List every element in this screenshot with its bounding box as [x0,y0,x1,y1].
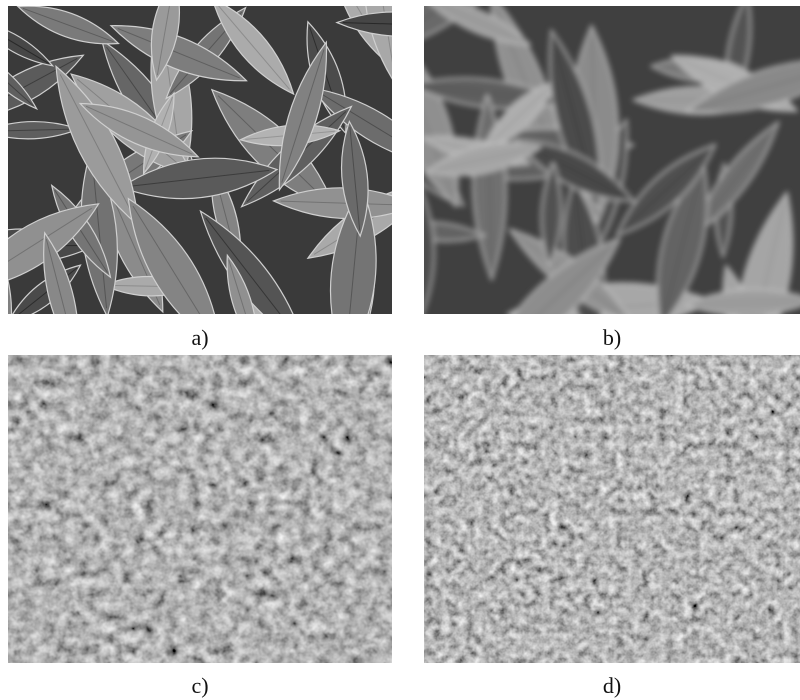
caption: d) [603,673,621,698]
leaf-vein [0,246,6,343]
caption: a) [191,325,208,350]
panel-b-image [358,0,800,388]
caption: c) [191,673,208,698]
caption: b) [603,325,621,350]
panel-d-image [424,355,800,663]
page: a) b) c) d) (() => { const data = JSON.p… [0,0,800,700]
figure: a) b) c) d) [0,0,800,700]
leaf-vein [416,188,417,322]
panel-a-image [0,0,458,370]
panel-c-image [8,355,392,663]
